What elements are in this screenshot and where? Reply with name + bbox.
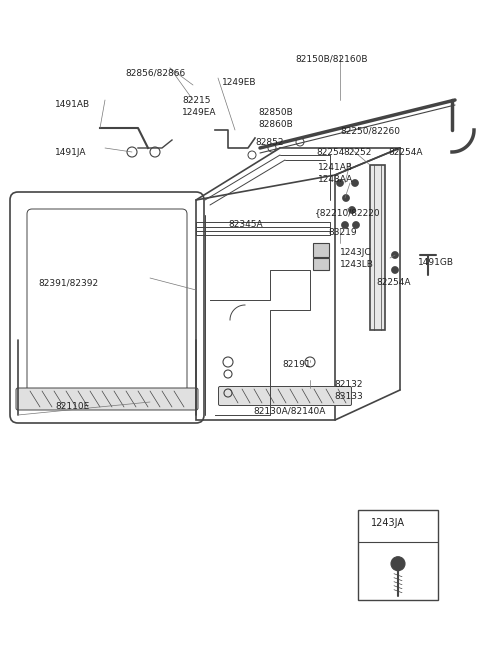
Bar bbox=[358, 510, 438, 600]
Text: 82254: 82254 bbox=[316, 148, 344, 157]
Text: 1243AA: 1243AA bbox=[318, 175, 353, 184]
FancyBboxPatch shape bbox=[16, 388, 198, 410]
Text: 1243LB: 1243LB bbox=[340, 260, 374, 269]
Text: 83133: 83133 bbox=[334, 392, 363, 401]
Text: 1249EB: 1249EB bbox=[222, 78, 256, 87]
Text: 82856/82866: 82856/82866 bbox=[125, 68, 185, 77]
Text: {82210/82220: {82210/82220 bbox=[315, 208, 381, 217]
Circle shape bbox=[341, 221, 348, 229]
Circle shape bbox=[392, 252, 398, 259]
Text: 82860B: 82860B bbox=[258, 120, 293, 129]
Text: 82250/82260: 82250/82260 bbox=[340, 127, 400, 136]
Text: 1491GB: 1491GB bbox=[418, 258, 454, 267]
Text: 82391/82392: 82391/82392 bbox=[38, 278, 98, 287]
Text: 1241AB: 1241AB bbox=[318, 163, 353, 172]
Circle shape bbox=[351, 179, 359, 187]
Bar bbox=[313, 243, 329, 257]
Circle shape bbox=[392, 267, 398, 274]
Text: 82130A/82140A: 82130A/82140A bbox=[254, 406, 326, 415]
Circle shape bbox=[336, 179, 344, 187]
Text: 82254A: 82254A bbox=[376, 278, 410, 287]
Circle shape bbox=[348, 206, 356, 214]
Text: 82215: 82215 bbox=[182, 96, 211, 105]
Text: 82345A: 82345A bbox=[228, 220, 263, 229]
Text: 82252: 82252 bbox=[343, 148, 372, 157]
Text: 1491JA: 1491JA bbox=[55, 148, 86, 157]
FancyBboxPatch shape bbox=[218, 386, 351, 405]
Text: 82150B/82160B: 82150B/82160B bbox=[295, 55, 368, 64]
Text: 1243JC: 1243JC bbox=[340, 248, 372, 257]
Text: 1249EA: 1249EA bbox=[182, 108, 216, 117]
Bar bbox=[313, 258, 329, 270]
Text: 1243JA: 1243JA bbox=[371, 518, 405, 528]
Circle shape bbox=[352, 221, 360, 229]
Circle shape bbox=[391, 557, 405, 571]
Text: 82110E: 82110E bbox=[55, 402, 89, 411]
Text: 82852: 82852 bbox=[255, 138, 284, 147]
Text: 82132: 82132 bbox=[334, 380, 362, 389]
Text: 82191: 82191 bbox=[282, 360, 311, 369]
Text: 83219: 83219 bbox=[328, 228, 357, 237]
Polygon shape bbox=[370, 165, 385, 330]
Circle shape bbox=[343, 195, 349, 202]
Text: 82254A: 82254A bbox=[388, 148, 422, 157]
Text: 1491AB: 1491AB bbox=[55, 100, 90, 109]
Text: 82850B: 82850B bbox=[258, 108, 293, 117]
